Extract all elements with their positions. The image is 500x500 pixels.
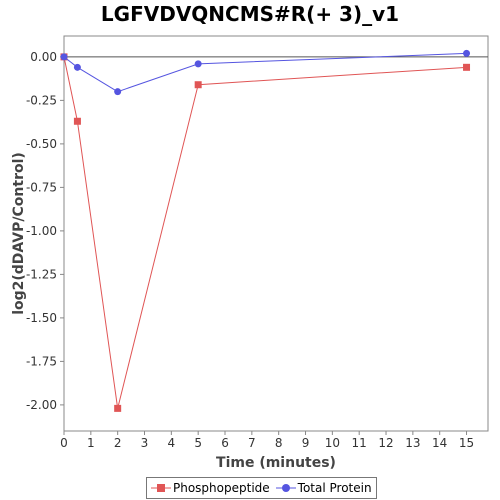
x-tick-label: 11 — [352, 436, 367, 450]
data-point-total-protein — [60, 53, 68, 61]
y-tick-label: -0.25 — [26, 93, 57, 107]
x-tick-label: 15 — [459, 436, 474, 450]
series-total-protein — [60, 49, 471, 96]
x-tick-label: 6 — [221, 436, 229, 450]
x-tick-label: 4 — [168, 436, 176, 450]
y-tick-label: -0.50 — [26, 137, 57, 151]
x-tick-label: 14 — [432, 436, 447, 450]
y-tick-label: 0.00 — [30, 50, 57, 64]
data-point-phosphopeptide — [73, 117, 81, 125]
legend-label-total-protein: Total Protein — [297, 481, 372, 495]
x-tick-label: 5 — [194, 436, 202, 450]
legend-label-phosphopeptide: Phosphopeptide — [173, 481, 270, 495]
y-tick-label: -1.25 — [26, 267, 57, 281]
data-point-phosphopeptide — [194, 81, 202, 89]
y-axis: 0.00 -0.25 -0.50 -0.75 -1.00 -1.25 -1.50 -1.75 -… — [26, 36, 65, 431]
y-tick-label: -0.75 — [26, 180, 57, 194]
x-tick-label: 12 — [378, 436, 393, 450]
square-marker-icon — [151, 484, 171, 492]
data-point-total-protein — [73, 63, 81, 71]
x-tick-label: 9 — [302, 436, 310, 450]
legend-item-phosphopeptide: Phosphopeptide — [151, 481, 270, 495]
series-layer — [60, 49, 471, 412]
x-tick-label: 1 — [87, 436, 95, 450]
x-tick-label: 8 — [275, 436, 283, 450]
legend-item-total-protein: Total Protein — [275, 481, 372, 495]
x-axis-title: Time (minutes) — [216, 455, 336, 471]
x-axis: 0 1 2 3 4 5 6 7 8 9 10 11 12 13 14 15 — [60, 430, 488, 450]
y-tick-label: -1.50 — [26, 311, 57, 325]
legend: Phosphopeptide Total Protein — [146, 477, 377, 499]
y-tick-label: -2.00 — [26, 398, 57, 412]
chart-title: LGFVDVQNCMS#R(+ 3)_v1 — [100, 2, 400, 26]
data-point-total-protein — [194, 60, 202, 68]
y-axis-title: log2(dDAVP/Control) — [11, 152, 27, 315]
data-point-total-protein — [114, 88, 122, 96]
y-tick-label: -1.00 — [26, 224, 57, 238]
x-tick-label: 13 — [405, 436, 420, 450]
circle-marker-icon — [275, 484, 296, 492]
x-tick-label: 3 — [141, 436, 149, 450]
plot-area — [63, 35, 489, 432]
data-point-phosphopeptide — [114, 404, 122, 412]
data-point-total-protein — [463, 49, 471, 57]
y-tick-label: -1.75 — [26, 354, 57, 368]
x-tick-label: 7 — [248, 436, 256, 450]
x-tick-label: 0 — [60, 436, 68, 450]
x-tick-label: 2 — [114, 436, 122, 450]
x-tick-label: 10 — [325, 436, 340, 450]
data-point-phosphopeptide — [463, 63, 471, 71]
